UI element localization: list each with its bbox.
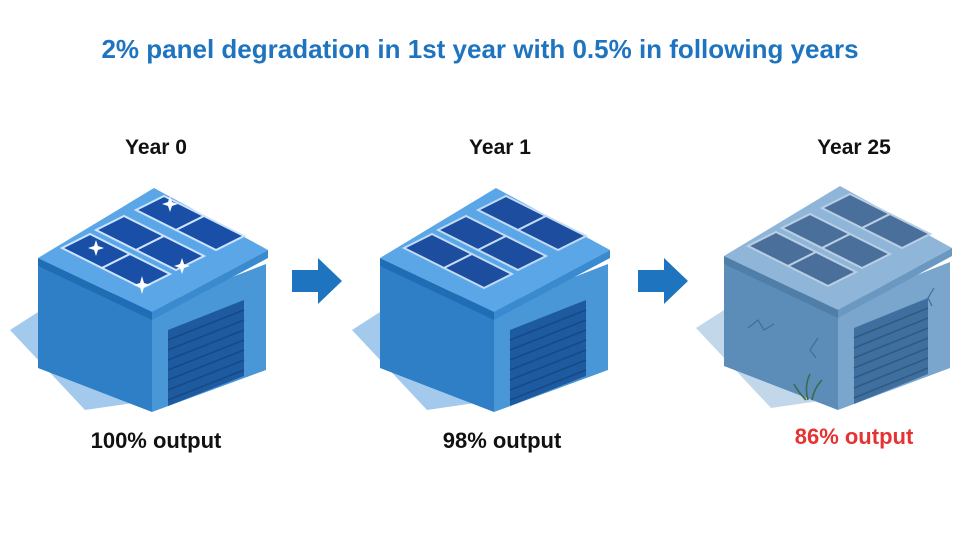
garage-door (854, 298, 928, 404)
solar-panel-icon (401, 194, 589, 290)
weed-icon (793, 373, 823, 401)
year-label-1: Year 1 (469, 136, 531, 159)
sparkle-icon (88, 196, 190, 294)
garage-door (510, 300, 586, 406)
output-label-1: 98% output (442, 428, 562, 453)
garage-building-icon (696, 186, 952, 410)
diagram-title: 2% panel degradation in 1st year with 0.… (101, 34, 859, 64)
solar-panel-icon (59, 194, 247, 290)
output-label-0: 100% output (90, 428, 222, 453)
garage-building-icon (10, 188, 268, 412)
output-label-25: 86% output (794, 424, 914, 449)
solar-panel-icon (745, 192, 933, 288)
right-arrow-icon (638, 258, 688, 304)
garage-building-icon (352, 188, 610, 412)
right-arrow-icon (292, 258, 342, 304)
garage-door (168, 300, 244, 406)
year-label-0: Year 0 (125, 136, 187, 159)
year-label-25: Year 25 (817, 136, 891, 159)
